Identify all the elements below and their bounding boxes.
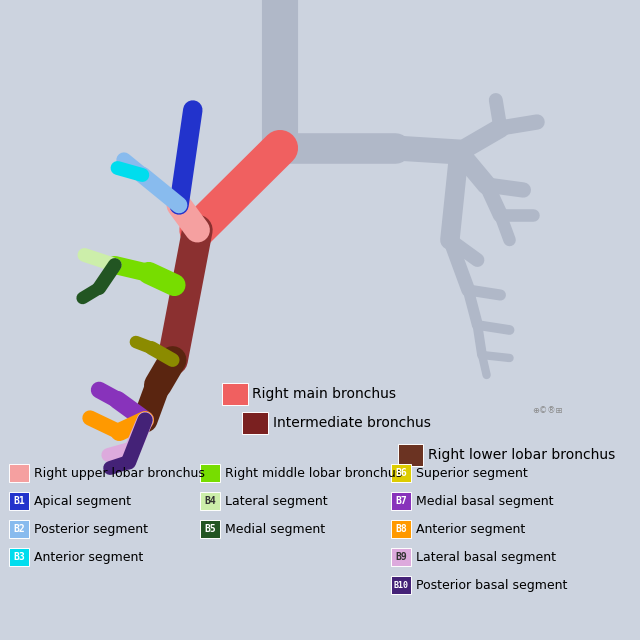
Text: B10: B10 [394, 580, 409, 589]
FancyBboxPatch shape [200, 464, 220, 482]
Text: B9: B9 [396, 552, 407, 562]
FancyBboxPatch shape [9, 520, 29, 538]
Text: Medial segment: Medial segment [225, 522, 325, 536]
Text: B8: B8 [396, 524, 407, 534]
Text: Right upper lobar bronchus: Right upper lobar bronchus [34, 467, 205, 479]
FancyBboxPatch shape [391, 464, 412, 482]
Text: B1: B1 [13, 496, 25, 506]
Text: Medial basal segment: Medial basal segment [416, 495, 554, 508]
Text: Right lower lobar bronchus: Right lower lobar bronchus [428, 448, 615, 462]
Text: Apical segment: Apical segment [34, 495, 131, 508]
Text: Posterior segment: Posterior segment [34, 522, 148, 536]
FancyBboxPatch shape [391, 548, 412, 566]
Text: Right middle lobar bronchus: Right middle lobar bronchus [225, 467, 402, 479]
Text: B6: B6 [396, 468, 407, 478]
Text: Anterior segment: Anterior segment [34, 550, 143, 563]
FancyBboxPatch shape [391, 576, 412, 594]
Text: B4: B4 [204, 496, 216, 506]
Text: Lateral basal segment: Lateral basal segment [416, 550, 556, 563]
FancyBboxPatch shape [9, 464, 29, 482]
FancyBboxPatch shape [200, 492, 220, 510]
Text: ⊕©®⊞: ⊕©®⊞ [532, 406, 563, 415]
FancyBboxPatch shape [391, 492, 412, 510]
Text: Intermediate bronchus: Intermediate bronchus [273, 416, 431, 430]
Text: B3: B3 [13, 552, 25, 562]
Text: Posterior basal segment: Posterior basal segment [416, 579, 567, 591]
Text: B5: B5 [204, 524, 216, 534]
Text: Superior segment: Superior segment [416, 467, 527, 479]
FancyBboxPatch shape [391, 520, 412, 538]
FancyBboxPatch shape [222, 383, 248, 405]
FancyBboxPatch shape [397, 444, 423, 466]
Text: Anterior segment: Anterior segment [416, 522, 525, 536]
FancyBboxPatch shape [243, 412, 268, 434]
FancyBboxPatch shape [9, 492, 29, 510]
Text: B7: B7 [396, 496, 407, 506]
Text: Right main bronchus: Right main bronchus [253, 387, 397, 401]
FancyBboxPatch shape [9, 548, 29, 566]
FancyBboxPatch shape [200, 520, 220, 538]
Text: B2: B2 [13, 524, 25, 534]
Text: Lateral segment: Lateral segment [225, 495, 328, 508]
